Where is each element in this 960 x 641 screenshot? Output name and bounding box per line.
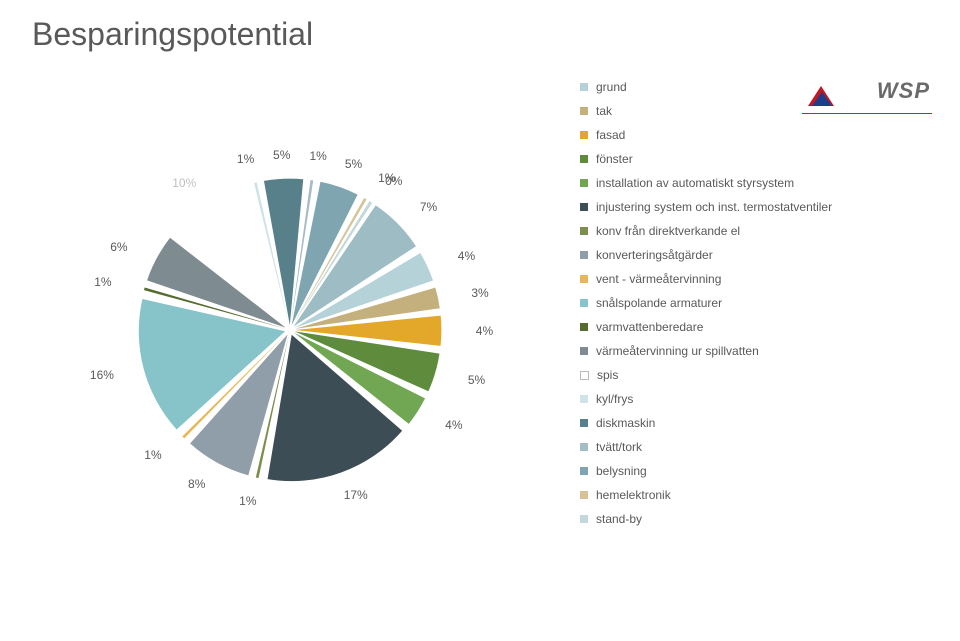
legend-swatch — [580, 395, 588, 403]
legend-label: fönster — [596, 152, 633, 166]
legend-item: stand-by — [580, 512, 832, 526]
slice-label: 17% — [344, 488, 368, 502]
legend-item: diskmaskin — [580, 416, 832, 430]
slice-label: 4% — [458, 249, 475, 263]
legend-swatch — [580, 347, 588, 355]
slice-label: 1% — [94, 275, 111, 289]
slice-label: 1% — [237, 152, 254, 166]
legend-swatch — [580, 371, 589, 380]
slice-label: 4% — [476, 324, 493, 338]
legend-swatch — [580, 299, 588, 307]
legend-label: konv från direktverkande el — [596, 224, 740, 238]
legend-swatch — [580, 467, 588, 475]
legend-label: grund — [596, 80, 627, 94]
slice-label: 6% — [110, 240, 127, 254]
legend-item: fönster — [580, 152, 832, 166]
legend-swatch — [580, 227, 588, 235]
slice-label: 0% — [385, 174, 402, 188]
legend-item: belysning — [580, 464, 832, 478]
legend-label: diskmaskin — [596, 416, 655, 430]
legend-item: kyl/frys — [580, 392, 832, 406]
legend-label: tak — [596, 104, 612, 118]
legend-swatch — [580, 323, 588, 331]
legend-item: snålspolande armaturer — [580, 296, 832, 310]
legend-item: varmvattenberedare — [580, 320, 832, 334]
slice-label: 1% — [144, 448, 161, 462]
legend: grund tak fasad fönster installation av auto… — [580, 80, 832, 536]
legend-label: kyl/frys — [596, 392, 633, 406]
legend-label: värmeåtervinning ur spillvatten — [596, 344, 759, 358]
page-title: Besparingspotential — [32, 16, 313, 53]
legend-swatch — [580, 419, 588, 427]
legend-item: värmeåtervinning ur spillvatten — [580, 344, 832, 358]
legend-swatch — [580, 179, 588, 187]
legend-label: stand-by — [596, 512, 642, 526]
pie-chart: 4%3%4%5%4%17%1%8%1%16%1%6%10%1%5%1%5%1%0… — [40, 100, 540, 560]
legend-label: hemelektronik — [596, 488, 671, 502]
legend-swatch — [580, 83, 588, 91]
legend-item: installation av automatiskt styrsystem — [580, 176, 832, 190]
legend-item: injustering system och inst. termostatve… — [580, 200, 832, 214]
slice-label: 5% — [345, 157, 362, 171]
legend-label: snålspolande armaturer — [596, 296, 722, 310]
legend-item: grund — [580, 80, 832, 94]
legend-swatch — [580, 251, 588, 259]
legend-swatch — [580, 275, 588, 283]
legend-swatch — [580, 491, 588, 499]
legend-label: varmvattenberedare — [596, 320, 703, 334]
slice-label: 5% — [468, 373, 485, 387]
slice-label: 1% — [239, 494, 256, 508]
slice-label: 3% — [471, 286, 488, 300]
legend-swatch — [580, 155, 588, 163]
legend-label: injustering system och inst. termostatve… — [596, 200, 832, 214]
slice-label: 10% — [172, 176, 196, 190]
legend-label: vent - värmeåtervinning — [596, 272, 721, 286]
slice-label: 5% — [273, 148, 290, 162]
slice-label: 7% — [420, 200, 437, 214]
legend-swatch — [580, 443, 588, 451]
legend-swatch — [580, 515, 588, 523]
slice-label: 8% — [188, 477, 205, 491]
legend-swatch — [580, 107, 588, 115]
slice-label: 1% — [309, 149, 326, 163]
logo-text: WSP — [877, 78, 930, 104]
legend-label: fasad — [596, 128, 625, 142]
legend-item: tak — [580, 104, 832, 118]
legend-swatch — [580, 203, 588, 211]
legend-item: vent - värmeåtervinning — [580, 272, 832, 286]
legend-label: installation av automatiskt styrsystem — [596, 176, 794, 190]
legend-swatch — [580, 131, 588, 139]
legend-label: konverteringsåtgärder — [596, 248, 713, 262]
legend-item: spis — [580, 368, 832, 382]
legend-label: tvätt/tork — [596, 440, 642, 454]
legend-label: belysning — [596, 464, 647, 478]
legend-item: tvätt/tork — [580, 440, 832, 454]
legend-item: konverteringsåtgärder — [580, 248, 832, 262]
legend-item: fasad — [580, 128, 832, 142]
slice-label: 16% — [90, 368, 114, 382]
legend-item: hemelektronik — [580, 488, 832, 502]
legend-item: konv från direktverkande el — [580, 224, 832, 238]
legend-label: spis — [597, 368, 618, 382]
slice-label: 4% — [445, 418, 462, 432]
